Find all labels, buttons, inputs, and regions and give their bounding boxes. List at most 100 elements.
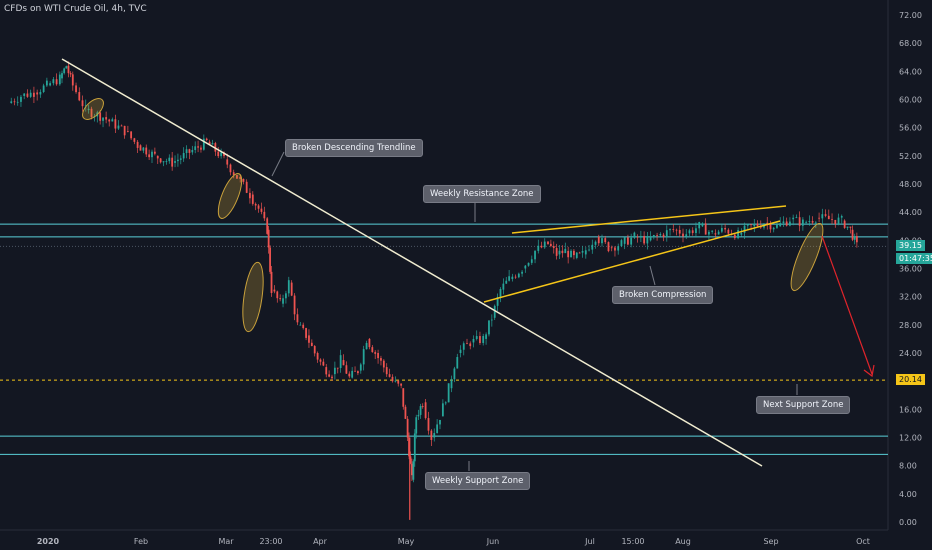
candle-body (20, 96, 22, 102)
ellipse-highlight-mar (242, 261, 264, 333)
candle-body (151, 151, 153, 158)
candle-body (310, 342, 313, 347)
y-tick-label: 16.00 (899, 405, 922, 414)
candle-body (831, 219, 833, 221)
candle-body (16, 101, 19, 103)
candle-body (191, 150, 194, 153)
candle-body (408, 437, 410, 457)
y-tick-label: 4.00 (899, 490, 917, 499)
candle-body (49, 83, 52, 86)
candle-body (174, 161, 176, 163)
candle-body (90, 108, 93, 118)
candle-body (547, 241, 549, 245)
candle-body (208, 141, 211, 145)
candle-body (417, 414, 420, 417)
candle-body (750, 224, 752, 226)
candle-body (236, 175, 238, 179)
candle-body (827, 215, 830, 220)
x-tick-label: 2020 (37, 537, 60, 546)
x-tick-label: Jul (584, 537, 595, 546)
candle-body (114, 119, 117, 129)
candle-body (359, 364, 362, 371)
candle-body (564, 248, 567, 254)
candle-body (182, 153, 185, 159)
candle-body (459, 349, 462, 353)
candle-body (436, 424, 439, 434)
candle-body (561, 250, 564, 254)
candle-body (394, 380, 397, 382)
candle-body (136, 141, 139, 148)
candle-body (357, 371, 359, 374)
candle-body (688, 230, 691, 234)
candle-body (26, 93, 29, 97)
candle-body (708, 231, 710, 235)
callout-pointer-trend (271, 151, 285, 177)
candle-body (377, 353, 379, 359)
candle-body (78, 92, 81, 101)
candle-body (45, 80, 48, 86)
candle-body (620, 240, 623, 247)
candle-body (502, 283, 505, 290)
candle-body (537, 245, 540, 251)
x-tick-label: Jun (486, 537, 500, 546)
callout-weekly-resistance-zone: Weekly Resistance Zone (423, 185, 541, 203)
candle-body (305, 328, 307, 338)
candle-body (270, 271, 273, 293)
candle-body (316, 353, 319, 360)
candle-body (756, 223, 759, 226)
candle-body (853, 236, 856, 240)
y-tick-label: 32.00 (899, 293, 922, 302)
candle-body (698, 221, 701, 229)
candle-body (610, 247, 613, 249)
candle-body (331, 376, 333, 379)
candle-body (380, 358, 382, 361)
candle-body (849, 226, 852, 228)
candle-body (821, 214, 824, 219)
candle-body (659, 234, 662, 236)
candle-body (276, 291, 279, 299)
y-tick-label: 68.00 (899, 39, 922, 48)
candle-body (704, 223, 707, 235)
candle-body (229, 164, 232, 173)
candle-body (627, 237, 629, 245)
candle-body (29, 92, 32, 97)
candle-body (308, 335, 310, 343)
candle-body (811, 220, 814, 223)
projection-arrowhead (863, 364, 875, 378)
x-tick-label: Mar (218, 537, 234, 546)
candle-body (636, 236, 639, 238)
candle-body (524, 265, 527, 269)
candle-body (530, 259, 533, 263)
candle-body (496, 297, 499, 306)
candle-body (81, 100, 84, 107)
candle-body (701, 223, 704, 227)
candle-body (490, 319, 493, 321)
candle-body (720, 228, 723, 232)
candle-body (374, 352, 377, 354)
candle-body (779, 223, 782, 227)
projection-arrow-line (821, 235, 873, 375)
candle-body (824, 214, 827, 216)
candle-body (55, 79, 58, 85)
candle-body (117, 125, 120, 129)
candle-body (142, 147, 145, 151)
candle-body (197, 146, 199, 148)
candle-body (217, 151, 220, 157)
candle-body (662, 234, 665, 238)
candle-body (285, 293, 287, 299)
candle-body (601, 238, 603, 244)
candle-body (456, 357, 459, 369)
chart-title: CFDs on WTI Crude Oil, 4h, TVC (4, 4, 147, 14)
candle-body (851, 229, 854, 240)
candle-body (488, 320, 490, 335)
candle-body (604, 238, 607, 243)
candle-body (441, 403, 444, 417)
callout-pointer-compression (649, 265, 656, 286)
candle-body (840, 216, 843, 218)
candle-body (293, 295, 296, 315)
candle-body (798, 217, 801, 226)
candle-body (808, 220, 811, 222)
candle-body (354, 370, 356, 372)
candle-body (453, 368, 456, 380)
